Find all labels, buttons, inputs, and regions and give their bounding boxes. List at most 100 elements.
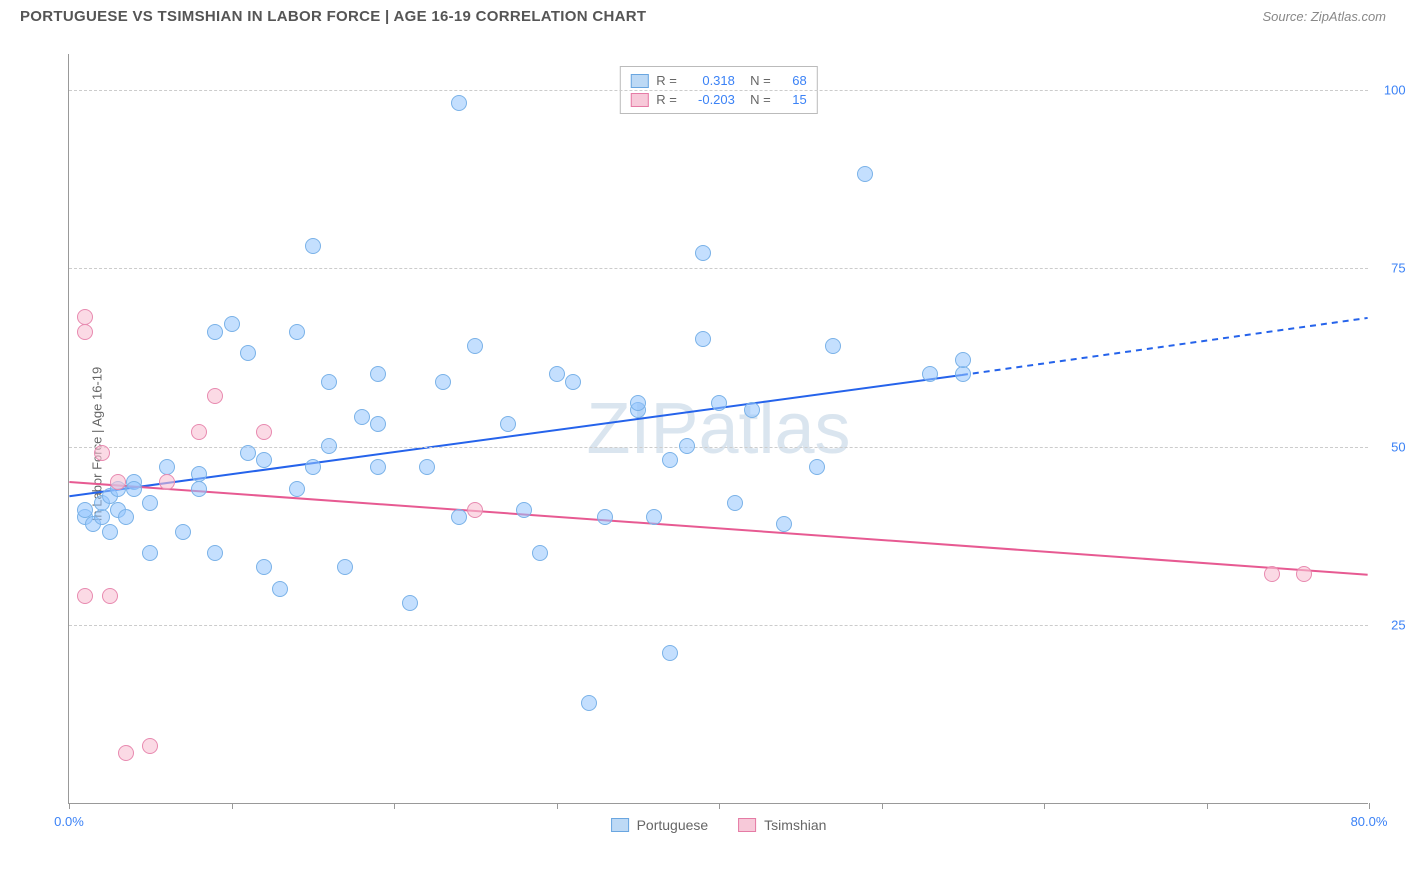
source-attribution: Source: ZipAtlas.com bbox=[1262, 9, 1386, 24]
scatter-point bbox=[565, 374, 581, 390]
scatter-point bbox=[224, 316, 240, 332]
scatter-point bbox=[809, 459, 825, 475]
gridline bbox=[69, 447, 1368, 448]
scatter-point bbox=[256, 424, 272, 440]
y-tick-label: 100.0% bbox=[1384, 82, 1406, 97]
scatter-point bbox=[102, 524, 118, 540]
scatter-point bbox=[272, 581, 288, 597]
r-label: R = bbox=[656, 73, 677, 88]
legend-swatch bbox=[611, 818, 629, 832]
scatter-point bbox=[321, 438, 337, 454]
scatter-point bbox=[142, 495, 158, 511]
scatter-point bbox=[711, 395, 727, 411]
scatter-point bbox=[549, 366, 565, 382]
scatter-point bbox=[289, 481, 305, 497]
n-label: N = bbox=[743, 73, 771, 88]
scatter-point bbox=[857, 166, 873, 182]
legend-series-item: Portuguese bbox=[611, 817, 709, 833]
scatter-point bbox=[77, 309, 93, 325]
x-tick-label: 80.0% bbox=[1351, 814, 1388, 829]
scatter-point bbox=[727, 495, 743, 511]
r-value: 0.318 bbox=[685, 73, 735, 88]
x-tick bbox=[69, 803, 70, 809]
legend-swatch bbox=[738, 818, 756, 832]
gridline bbox=[69, 268, 1368, 269]
scatter-point bbox=[77, 588, 93, 604]
scatter-point bbox=[207, 545, 223, 561]
scatter-point bbox=[118, 509, 134, 525]
plot-area: ZIPatlas R =0.318 N =68R =-0.203 N =15 P… bbox=[68, 54, 1368, 804]
scatter-point bbox=[370, 366, 386, 382]
legend-swatch bbox=[630, 74, 648, 88]
scatter-point bbox=[159, 474, 175, 490]
scatter-point bbox=[207, 324, 223, 340]
scatter-point bbox=[175, 524, 191, 540]
scatter-point bbox=[825, 338, 841, 354]
r-label: R = bbox=[656, 92, 677, 107]
x-tick bbox=[1207, 803, 1208, 809]
scatter-point bbox=[744, 402, 760, 418]
n-value: 15 bbox=[779, 92, 807, 107]
scatter-point bbox=[516, 502, 532, 518]
scatter-point bbox=[922, 366, 938, 382]
scatter-point bbox=[256, 559, 272, 575]
legend-series-label: Tsimshian bbox=[764, 817, 826, 833]
x-tick bbox=[394, 803, 395, 809]
scatter-point bbox=[305, 238, 321, 254]
scatter-point bbox=[500, 416, 516, 432]
x-tick bbox=[719, 803, 720, 809]
scatter-point bbox=[451, 509, 467, 525]
scatter-point bbox=[142, 545, 158, 561]
n-value: 68 bbox=[779, 73, 807, 88]
scatter-point bbox=[955, 352, 971, 368]
scatter-point bbox=[289, 324, 305, 340]
scatter-point bbox=[435, 374, 451, 390]
scatter-point bbox=[126, 481, 142, 497]
scatter-point bbox=[1264, 566, 1280, 582]
scatter-point bbox=[240, 345, 256, 361]
scatter-point bbox=[240, 445, 256, 461]
scatter-point bbox=[191, 466, 207, 482]
scatter-point bbox=[118, 745, 134, 761]
scatter-point bbox=[337, 559, 353, 575]
scatter-point bbox=[776, 516, 792, 532]
x-tick bbox=[557, 803, 558, 809]
header: PORTUGUESE VS TSIMSHIAN IN LABOR FORCE |… bbox=[0, 0, 1406, 33]
legend-series-label: Portuguese bbox=[637, 817, 709, 833]
scatter-point bbox=[102, 588, 118, 604]
scatter-point bbox=[679, 438, 695, 454]
scatter-point bbox=[207, 388, 223, 404]
y-tick-label: 50.0% bbox=[1391, 439, 1406, 454]
legend-correlation-row: R = 0.318 N = 68 bbox=[630, 71, 806, 90]
y-tick-label: 25.0% bbox=[1391, 618, 1406, 633]
scatter-point bbox=[110, 474, 126, 490]
x-tick bbox=[1369, 803, 1370, 809]
scatter-point bbox=[467, 502, 483, 518]
scatter-point bbox=[695, 331, 711, 347]
gridline bbox=[69, 625, 1368, 626]
scatter-point bbox=[77, 324, 93, 340]
scatter-point bbox=[354, 409, 370, 425]
scatter-point bbox=[370, 459, 386, 475]
x-tick bbox=[882, 803, 883, 809]
x-tick-label: 0.0% bbox=[54, 814, 84, 829]
chart-container: In Labor Force | Age 16-19 ZIPatlas R =0… bbox=[48, 44, 1388, 844]
scatter-point bbox=[532, 545, 548, 561]
scatter-point bbox=[597, 509, 613, 525]
scatter-point bbox=[256, 452, 272, 468]
scatter-point bbox=[191, 481, 207, 497]
series-legend: Portuguese Tsimshian bbox=[611, 817, 827, 833]
n-label: N = bbox=[743, 92, 771, 107]
legend-correlation-row: R =-0.203 N =15 bbox=[630, 90, 806, 109]
scatter-point bbox=[191, 424, 207, 440]
scatter-point bbox=[419, 459, 435, 475]
scatter-point bbox=[662, 645, 678, 661]
legend-series-item: Tsimshian bbox=[738, 817, 826, 833]
scatter-point bbox=[662, 452, 678, 468]
scatter-point bbox=[1296, 566, 1312, 582]
scatter-point bbox=[321, 374, 337, 390]
scatter-point bbox=[581, 695, 597, 711]
scatter-point bbox=[630, 395, 646, 411]
legend-swatch bbox=[630, 93, 648, 107]
x-tick bbox=[232, 803, 233, 809]
